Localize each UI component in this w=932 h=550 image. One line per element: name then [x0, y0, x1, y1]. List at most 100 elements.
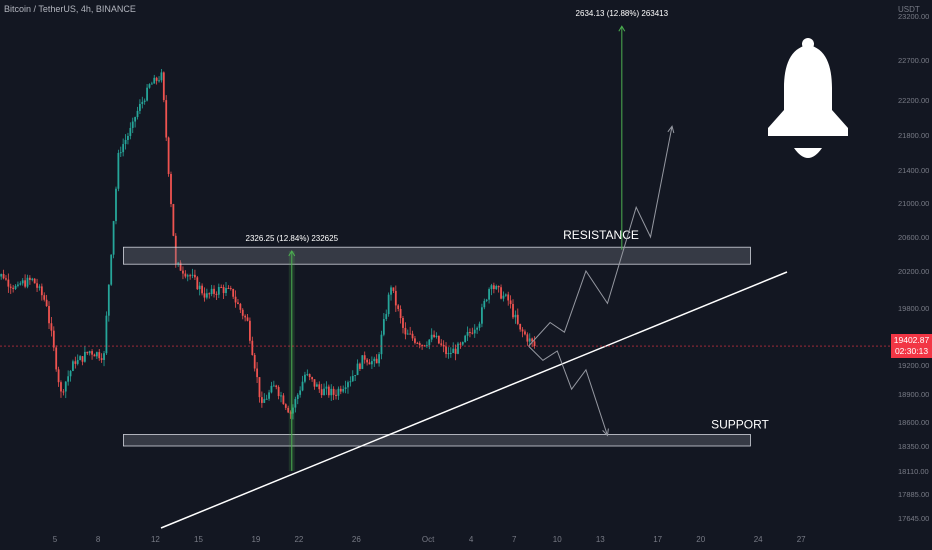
candle-body — [469, 331, 471, 333]
candle-body — [497, 285, 500, 288]
candle-body — [208, 293, 211, 295]
candle-body — [165, 100, 168, 138]
candle-body — [280, 395, 282, 397]
candle-body — [483, 300, 486, 308]
candle-body — [64, 381, 67, 392]
candle-body — [38, 286, 41, 288]
ascending-trendline[interactable] — [160, 271, 788, 529]
candle-body — [148, 84, 151, 88]
candle-body — [440, 343, 443, 345]
candle-body — [5, 278, 7, 280]
candle-body — [351, 375, 354, 382]
price-tick-label: 22200.00 — [898, 96, 929, 105]
candle-body — [48, 306, 50, 324]
candle-body — [528, 338, 531, 342]
candle-body — [72, 361, 74, 371]
candle-body — [488, 289, 490, 300]
candle-body — [421, 345, 424, 347]
candle-body — [55, 347, 58, 370]
candle-body — [57, 369, 60, 383]
candle-body — [7, 279, 10, 287]
candle-body — [198, 285, 201, 290]
zones-layer: RESISTANCE SUPPORT — [123, 228, 770, 447]
candle-body — [33, 278, 36, 284]
candle-body — [342, 388, 345, 392]
candle-body — [76, 360, 79, 364]
symbol-title[interactable]: Bitcoin / TetherUS, 4h, BINANCE — [4, 4, 136, 14]
candle-body — [205, 293, 208, 298]
date-tick-label: 7 — [512, 535, 517, 544]
candle-body — [406, 333, 409, 335]
candle-body — [521, 329, 524, 332]
candle-body — [28, 277, 31, 280]
candle-body — [124, 140, 127, 145]
candle-body — [103, 353, 105, 360]
candle-body — [399, 308, 402, 318]
candle-body — [323, 388, 325, 396]
candle-body — [332, 388, 335, 395]
measure-arrowhead — [618, 25, 626, 32]
candle-body — [229, 288, 232, 290]
candle-body — [139, 103, 141, 111]
candle-body — [294, 399, 297, 408]
candle-body — [287, 407, 290, 413]
candle-body — [186, 275, 189, 277]
candle-body — [296, 394, 299, 400]
projection-layer — [528, 125, 675, 437]
candlestick-series — [0, 69, 536, 420]
date-axis[interactable]: 5 8 12 15 19 22 26 Oct 4 7 10 13 17 20 24 27 — [53, 535, 806, 544]
candle-body — [2, 274, 5, 279]
zone-box[interactable] — [123, 434, 751, 447]
candle-body — [194, 274, 196, 278]
candle-body — [239, 303, 242, 310]
candle-body — [31, 278, 34, 280]
candle-body — [385, 314, 388, 320]
candle-body — [335, 394, 337, 396]
candle-body — [95, 352, 98, 357]
candle-body — [256, 368, 258, 378]
candle-body — [244, 315, 247, 318]
trendline-layer[interactable] — [160, 271, 788, 529]
candle-body — [526, 334, 529, 342]
price-tick-label: 18350.00 — [898, 442, 929, 451]
candle-body — [260, 397, 263, 403]
candle-body — [301, 381, 304, 391]
price-tick-label: 21800.00 — [898, 131, 929, 140]
price-tick-label: 21400.00 — [898, 166, 929, 175]
candle-body — [117, 152, 120, 189]
candle-body — [512, 304, 514, 318]
candle-body — [232, 288, 235, 297]
candle-body — [414, 338, 416, 343]
candle-body — [306, 374, 309, 376]
candle-body — [134, 117, 137, 122]
candle-body — [457, 343, 459, 354]
candle-body — [213, 288, 215, 294]
date-tick-label: 19 — [251, 535, 260, 544]
date-tick-label: Oct — [422, 535, 435, 544]
candle-body — [119, 152, 122, 154]
candle-body — [445, 346, 447, 355]
candle-body — [155, 77, 158, 81]
resistance-label: RESISTANCE — [563, 228, 639, 242]
price-tick-label: 18110.00 — [898, 467, 929, 476]
candle-body — [107, 284, 110, 316]
candle-body — [131, 121, 134, 128]
candle-body — [160, 72, 163, 81]
candle-body — [215, 293, 218, 295]
candle-body — [196, 277, 199, 290]
candle-body — [50, 323, 53, 331]
candle-body — [246, 317, 249, 321]
candle-body — [289, 412, 292, 414]
candle-body — [411, 333, 414, 339]
candle-body — [136, 110, 139, 118]
candle-body — [12, 287, 15, 289]
candle-body — [481, 307, 483, 324]
zone-box[interactable] — [123, 246, 751, 265]
candle-body — [222, 287, 225, 294]
price-axis[interactable]: 23200.00 22700.00 22200.00 21800.00 21400.00… — [898, 12, 929, 523]
candle-body — [0, 274, 3, 277]
candle-body — [210, 288, 213, 295]
candle-body — [36, 283, 38, 288]
measure-label: 2634.13 (12.88%) 263413 — [576, 9, 669, 18]
